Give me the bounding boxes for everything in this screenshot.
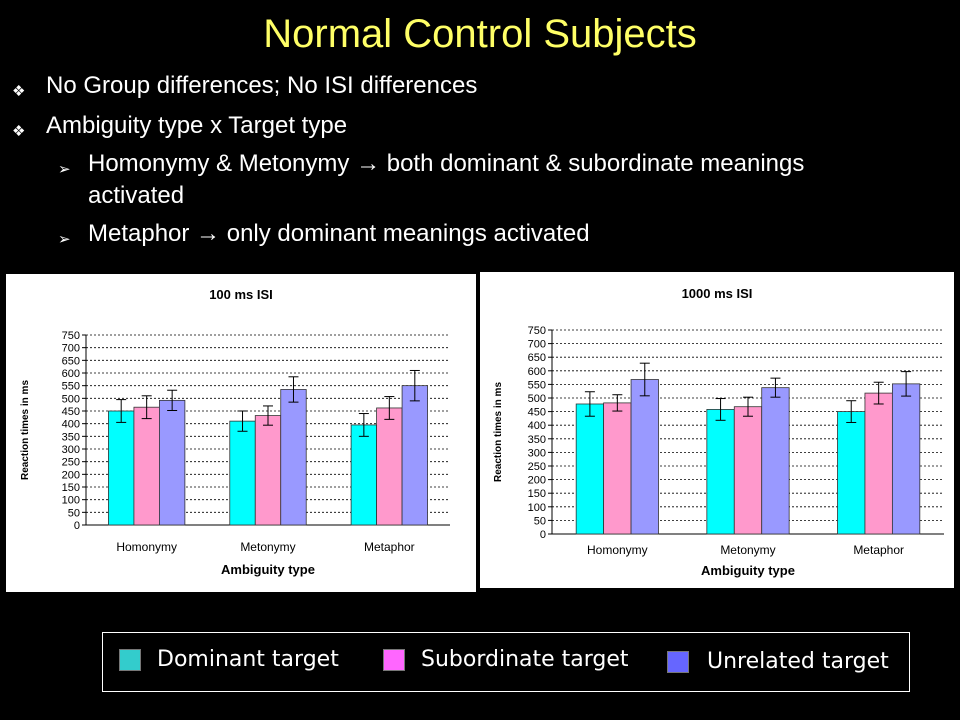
x-category-label: Metaphor <box>853 543 904 557</box>
arrowhead-bullet-icon: ➢ <box>58 231 71 248</box>
bar-subordinate-target <box>376 407 403 526</box>
y-tick-label: 300 <box>528 447 546 459</box>
x-axis-label: Ambiguity type <box>221 562 315 577</box>
x-category-label: Metonymy <box>240 540 295 554</box>
x-category-label: Metonymy <box>720 543 775 557</box>
legend-swatch-unrelated <box>667 651 689 673</box>
legend-label-unrelated: Unrelated target <box>707 649 889 674</box>
y-tick-label: 200 <box>62 469 80 481</box>
y-tick-label: 750 <box>528 325 546 337</box>
chart-title: 100 ms ISI <box>209 287 273 302</box>
y-tick-label: 50 <box>534 515 546 527</box>
y-tick-label: 700 <box>528 339 546 351</box>
y-tick-label: 0 <box>540 529 546 541</box>
y-tick-label: 600 <box>62 368 80 380</box>
y-tick-label: 250 <box>62 457 80 469</box>
bar-subordinate-target <box>733 406 763 535</box>
arrowhead-bullet-icon: ➢ <box>58 161 71 178</box>
bar-unrelated-target <box>280 389 307 526</box>
y-tick-label: 400 <box>528 420 546 432</box>
legend-label-dominant: Dominant target <box>157 647 339 672</box>
chart-panel-1000ms: 1000 ms ISI 0 50 100 150 200 250 300 350 400 450 50… <box>480 272 954 588</box>
x-category-label: Homonymy <box>116 540 177 554</box>
slide-title: Normal Control Subjects <box>263 12 697 56</box>
y-tick-label: 400 <box>62 419 80 431</box>
legend: Dominant target Subordinate target Unrel… <box>102 632 910 692</box>
bar-dominant-target <box>108 410 135 526</box>
bar-dominant-target <box>229 420 256 526</box>
bar-subordinate-target <box>133 406 160 526</box>
bar-dominant-target <box>706 409 735 535</box>
y-tick-label: 500 <box>528 393 546 405</box>
y-tick-label: 0 <box>74 520 80 532</box>
chart-panel-100ms: 100 ms ISI 0 50 100 150 200 250 300 350 400 450 500… <box>6 274 476 592</box>
y-tick-label: 250 <box>528 461 546 473</box>
legend-label-subordinate: Subordinate target <box>421 647 629 672</box>
bullet-1: No Group differences; No ISI differences <box>46 72 478 99</box>
bar-subordinate-target <box>864 392 893 535</box>
bar-unrelated-target <box>630 379 659 535</box>
y-tick-label: 650 <box>528 352 546 364</box>
chart-100ms-isi: 100 ms ISI 050100150200250300350400450500… <box>20 287 450 577</box>
y-tick-label: 450 <box>528 407 546 419</box>
x-axis-label: Ambiguity type <box>701 563 795 578</box>
bar-subordinate-target <box>603 402 632 535</box>
legend-swatch-dominant <box>119 649 141 671</box>
y-tick-label: 50 <box>68 507 80 519</box>
y-tick-label: 750 <box>62 330 80 342</box>
y-tick-label: 600 <box>528 366 546 378</box>
bar-unrelated-target <box>401 385 428 526</box>
chart-title: 1000 ms ISI <box>682 286 753 301</box>
x-category-label: Metaphor <box>364 540 415 554</box>
y-tick-label: 150 <box>528 488 546 500</box>
y-tick-label: 200 <box>528 475 546 487</box>
y-tick-label: 100 <box>528 502 546 514</box>
legend-swatch-subordinate <box>383 649 405 671</box>
sub-bullet-1-continued: activated <box>88 182 185 209</box>
y-axis-label: Reaction times in ms <box>20 380 31 480</box>
sub-bullet-1: Homonymy & Metonymy → both dominant & su… <box>88 150 805 177</box>
y-tick-label: 350 <box>62 431 80 443</box>
bar-dominant-target <box>350 424 377 526</box>
y-tick-label: 650 <box>62 355 80 367</box>
y-axis-label: Reaction times in ms <box>493 382 504 482</box>
bar-dominant-target <box>837 411 866 535</box>
x-category-label: Homonymy <box>587 543 648 557</box>
y-tick-label: 100 <box>62 495 80 507</box>
y-tick-label: 500 <box>62 393 80 405</box>
y-tick-label: 550 <box>528 379 546 391</box>
y-tick-label: 550 <box>62 381 80 393</box>
y-tick-label: 350 <box>528 434 546 446</box>
y-tick-label: 700 <box>62 343 80 355</box>
diamond-bullet-icon: ❖ <box>12 83 26 100</box>
bar-unrelated-target <box>159 399 186 526</box>
y-tick-label: 450 <box>62 406 80 418</box>
bar-unrelated-target <box>891 383 921 535</box>
y-tick-label: 150 <box>62 482 80 494</box>
bar-unrelated-target <box>761 387 790 535</box>
bullet-2: Ambiguity type x Target type <box>46 112 348 139</box>
diamond-bullet-icon: ❖ <box>12 123 26 140</box>
bar-dominant-target <box>575 403 605 535</box>
bar-subordinate-target <box>254 415 282 526</box>
y-tick-label: 300 <box>62 444 80 456</box>
sub-bullet-2: Metaphor → only dominant meanings activa… <box>88 220 590 247</box>
